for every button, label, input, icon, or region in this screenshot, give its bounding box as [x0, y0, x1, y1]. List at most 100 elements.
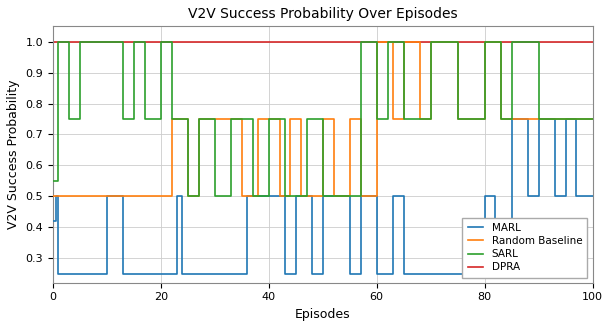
- MARL: [346, 194, 353, 198]
- Y-axis label: V2V Success Probability: V2V Success Probability: [7, 80, 20, 229]
- MARL: [562, 117, 569, 121]
- MARL: [492, 272, 499, 276]
- Random Baseline: [389, 117, 396, 121]
- MARL: [524, 117, 531, 121]
- MARL: [524, 194, 531, 198]
- Random Baseline: [238, 117, 245, 121]
- MARL: [243, 272, 251, 276]
- DPRA: [49, 40, 57, 44]
- MARL: [400, 194, 407, 198]
- SARL: [55, 40, 62, 44]
- Random Baseline: [497, 117, 504, 121]
- Random Baseline: [357, 117, 364, 121]
- Random Baseline: [481, 40, 488, 44]
- MARL: [589, 194, 596, 198]
- MARL: [573, 117, 580, 121]
- Line: SARL: SARL: [53, 42, 592, 196]
- MARL: [508, 272, 515, 276]
- MARL: [292, 194, 300, 198]
- MARL: [389, 272, 396, 276]
- MARL: [173, 272, 181, 276]
- MARL: [319, 194, 326, 198]
- MARL: [281, 194, 289, 198]
- Random Baseline: [287, 194, 294, 198]
- MARL: [308, 194, 315, 198]
- Random Baseline: [346, 117, 353, 121]
- Random Baseline: [330, 117, 337, 121]
- SARL: [55, 179, 62, 183]
- SARL: [427, 40, 434, 44]
- MARL: [319, 272, 326, 276]
- MARL: [103, 194, 110, 198]
- MARL: [179, 272, 186, 276]
- MARL: [481, 194, 488, 198]
- MARL: [243, 194, 251, 198]
- MARL: [52, 194, 59, 198]
- MARL: [179, 194, 186, 198]
- Random Baseline: [184, 194, 192, 198]
- Random Baseline: [319, 194, 326, 198]
- Random Baseline: [416, 40, 423, 44]
- MARL: [573, 194, 580, 198]
- Random Baseline: [195, 117, 203, 121]
- Random Baseline: [589, 117, 596, 121]
- Line: MARL: MARL: [53, 119, 592, 274]
- Random Baseline: [357, 194, 364, 198]
- Random Baseline: [427, 117, 434, 121]
- Random Baseline: [168, 117, 175, 121]
- MARL: [120, 272, 127, 276]
- MARL: [389, 194, 396, 198]
- Random Baseline: [319, 117, 326, 121]
- Random Baseline: [276, 117, 283, 121]
- MARL: [373, 194, 381, 198]
- DPRA: [55, 40, 62, 44]
- MARL: [346, 272, 353, 276]
- MARL: [103, 272, 110, 276]
- MARL: [120, 194, 127, 198]
- SARL: [319, 117, 326, 121]
- Random Baseline: [454, 40, 461, 44]
- Random Baseline: [373, 40, 381, 44]
- MARL: [52, 219, 59, 223]
- MARL: [492, 194, 499, 198]
- Random Baseline: [195, 194, 203, 198]
- Random Baseline: [168, 194, 175, 198]
- Random Baseline: [238, 194, 245, 198]
- Legend: MARL, Random Baseline, SARL, DPRA: MARL, Random Baseline, SARL, DPRA: [462, 218, 587, 277]
- Random Baseline: [49, 194, 57, 198]
- X-axis label: Episodes: Episodes: [295, 308, 351, 321]
- Random Baseline: [298, 194, 305, 198]
- MARL: [535, 117, 542, 121]
- Random Baseline: [497, 40, 504, 44]
- Random Baseline: [287, 117, 294, 121]
- Random Baseline: [373, 194, 381, 198]
- Random Baseline: [400, 40, 407, 44]
- MARL: [551, 117, 558, 121]
- MARL: [292, 272, 300, 276]
- MARL: [55, 272, 62, 276]
- MARL: [308, 272, 315, 276]
- MARL: [551, 194, 558, 198]
- SARL: [49, 179, 57, 183]
- Random Baseline: [454, 117, 461, 121]
- Random Baseline: [346, 194, 353, 198]
- MARL: [535, 194, 542, 198]
- Random Baseline: [184, 117, 192, 121]
- Random Baseline: [254, 194, 262, 198]
- MARL: [49, 219, 57, 223]
- MARL: [357, 272, 364, 276]
- MARL: [481, 272, 488, 276]
- SARL: [373, 117, 381, 121]
- Random Baseline: [330, 194, 337, 198]
- MARL: [373, 272, 381, 276]
- SARL: [357, 40, 364, 44]
- Random Baseline: [481, 117, 488, 121]
- Random Baseline: [298, 117, 305, 121]
- Random Baseline: [254, 117, 262, 121]
- MARL: [281, 272, 289, 276]
- MARL: [55, 194, 62, 198]
- SARL: [211, 194, 218, 198]
- SARL: [184, 194, 192, 198]
- MARL: [173, 194, 181, 198]
- MARL: [508, 117, 515, 121]
